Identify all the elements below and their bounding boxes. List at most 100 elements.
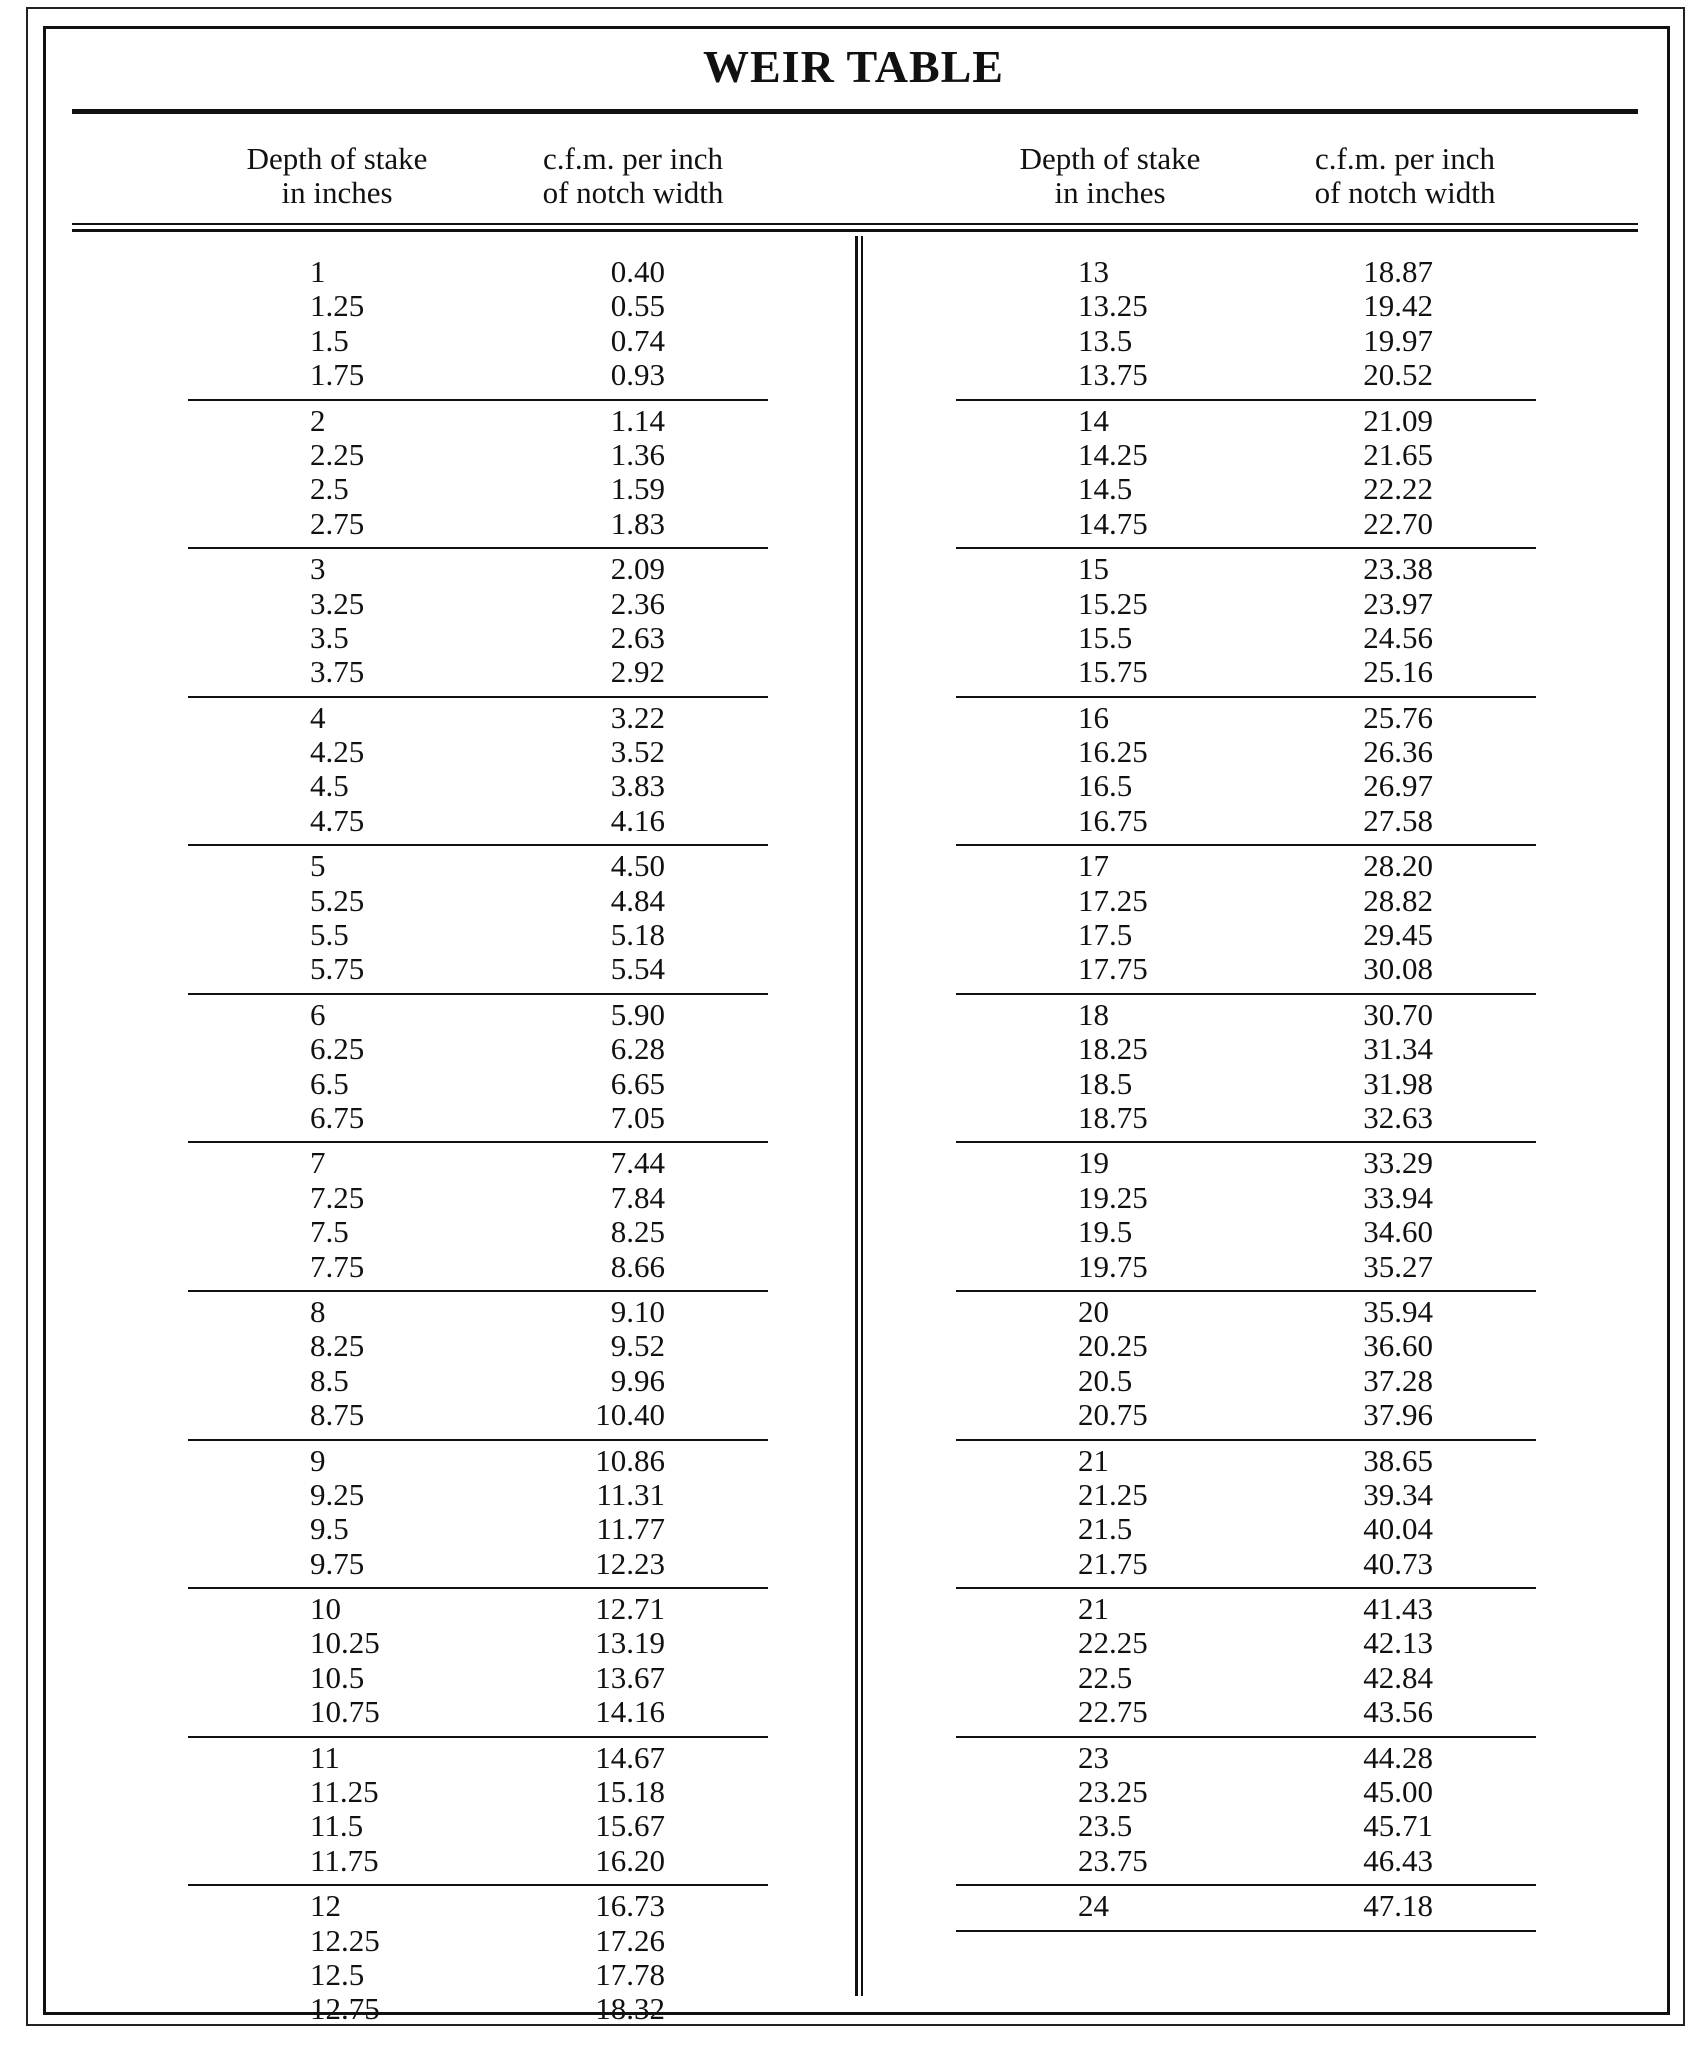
inner-border [43, 26, 1670, 2015]
depth-cell: 24 [1078, 1888, 1109, 1924]
depth-cell: 9 [310, 1442, 326, 1478]
table-row: 17.5 29.45 [956, 917, 1536, 953]
cfm-cell: 11.31 [596, 1476, 665, 1512]
depth-cell: 4.25 [310, 734, 365, 770]
cfm-cell: 42.84 [1363, 1659, 1433, 1695]
depth-cell: 9.75 [310, 1545, 365, 1581]
cfm-cell: 1.59 [610, 471, 665, 507]
outer-border [26, 7, 1685, 2026]
cfm-cell: 19.42 [1363, 288, 1433, 324]
table-row: 11.75 16.20 [188, 1842, 768, 1878]
table-row: 8.75 10.40 [188, 1397, 768, 1432]
depth-cell: 23.5 [1078, 1808, 1133, 1844]
depth-cell: 8.5 [310, 1362, 349, 1398]
depth-cell: 11.75 [310, 1842, 379, 1878]
table-group: 23 44.28 23.25 45.00 23.5 45.71 23.75 46.43 [956, 1739, 1536, 1887]
depth-cell: 2.5 [310, 471, 349, 507]
table-row: 1.5 0.74 [188, 322, 768, 358]
table-group: 18 30.70 18.25 31.34 18.5 31.98 18.75 32.63 [956, 996, 1536, 1144]
depth-cell: 12.5 [310, 1956, 365, 1992]
depth-cell: 17 [1078, 848, 1109, 884]
depth-cell: 3.75 [310, 654, 365, 690]
cfm-cell: 46.43 [1363, 1842, 1433, 1878]
table-row: 2.75 1.83 [188, 505, 768, 541]
table-row: 16.5 26.97 [956, 769, 1536, 804]
table-group: 21 38.65 21.25 39.34 21.5 40.04 21.75 40.73 [956, 1443, 1536, 1590]
table-row: 1.75 0.93 [188, 357, 768, 392]
table-row: 24 47.18 [956, 1888, 1536, 1924]
cfm-cell: 9.52 [610, 1328, 665, 1364]
depth-cell: 18.75 [1078, 1099, 1148, 1135]
table-row: 22.75 43.56 [956, 1694, 1536, 1730]
depth-cell: 2 [310, 402, 326, 438]
depth-cell: 10.25 [310, 1625, 380, 1661]
cfm-cell: 14.16 [595, 1694, 665, 1730]
cfm-cell: 43.56 [1363, 1694, 1433, 1730]
cfm-cell: 5.18 [610, 917, 665, 953]
cfm-cell: 1.83 [610, 505, 665, 541]
cfm-cell: 1.36 [610, 436, 665, 472]
depth-cell: 1.5 [310, 322, 349, 358]
depth-cell: 14.75 [1078, 505, 1148, 541]
depth-cell: 3.25 [310, 585, 365, 621]
table-row: 6 5.90 [188, 996, 768, 1032]
table-row: 19.25 33.94 [956, 1180, 1536, 1215]
table-row: 2.5 1.59 [188, 471, 768, 507]
cfm-cell: 3.22 [610, 699, 665, 735]
table-row: 2.25 1.36 [188, 436, 768, 472]
cfm-cell: 29.45 [1363, 917, 1433, 953]
depth-cell: 6 [310, 996, 326, 1032]
depth-cell: 11.5 [310, 1808, 364, 1844]
table-row: 15.5 24.56 [956, 619, 1536, 655]
depth-cell: 1.25 [310, 288, 365, 324]
table-row: 19 33.29 [956, 1145, 1536, 1181]
header-cfm-right: c.f.m. per inch of notch width [1314, 141, 1496, 210]
table-row: 20.75 37.96 [956, 1397, 1536, 1433]
table-row: 13.75 20.52 [956, 357, 1536, 392]
cfm-cell: 24.56 [1363, 619, 1433, 655]
depth-cell: 14.5 [1078, 471, 1133, 507]
table-row: 18 30.70 [956, 996, 1536, 1032]
table-row: 21.5 40.04 [956, 1511, 1536, 1546]
table-row: 11.25 15.18 [188, 1774, 768, 1809]
cfm-cell: 44.28 [1363, 1739, 1433, 1775]
table-row: 12.5 17.78 [188, 1956, 768, 1992]
cfm-cell: 27.58 [1363, 802, 1433, 838]
cfm-cell: 36.60 [1363, 1328, 1433, 1364]
table-row: 11 14.67 [188, 1740, 768, 1775]
cfm-cell: 11.77 [596, 1511, 665, 1547]
table-row: 10.25 13.19 [188, 1625, 768, 1661]
table-row: 17.25 28.82 [956, 883, 1536, 918]
table-group: 15 23.38 15.25 23.97 15.5 24.56 15.75 25.16 [956, 551, 1536, 698]
cfm-cell: 18.32 [595, 1991, 665, 2027]
table-row: 14.75 22.70 [956, 505, 1536, 541]
cfm-cell: 40.73 [1363, 1545, 1433, 1581]
table-row: 9.5 11.77 [188, 1511, 768, 1547]
table-group: 10 12.71 10.25 13.19 10.5 13.67 10.75 14.16 [188, 1591, 768, 1738]
depth-cell: 21.75 [1078, 1545, 1148, 1581]
depth-cell: 2.75 [310, 505, 365, 541]
table-group: 8 9.10 8.25 9.52 8.5 9.96 8.75 10.40 [188, 1294, 768, 1441]
depth-cell: 22.25 [1078, 1625, 1148, 1661]
table-row: 12.25 17.26 [188, 1923, 768, 1958]
depth-cell: 14.25 [1078, 436, 1148, 472]
depth-cell: 18 [1078, 996, 1109, 1032]
column-divider-b [861, 236, 863, 1996]
table-row: 8 9.10 [188, 1294, 768, 1329]
depth-cell: 7.75 [310, 1248, 365, 1284]
table-group: 24 47.18 [956, 1888, 1536, 1932]
cfm-cell: 18.87 [1363, 254, 1433, 289]
depth-cell: 8.25 [310, 1328, 365, 1364]
depth-cell: 13.5 [1078, 322, 1133, 358]
cfm-cell: 15.67 [595, 1808, 665, 1844]
depth-cell: 20.75 [1078, 1397, 1148, 1433]
depth-cell: 16.25 [1078, 734, 1148, 770]
depth-cell: 15 [1078, 551, 1109, 587]
cfm-cell: 0.55 [610, 288, 665, 324]
cfm-cell: 16.73 [595, 1888, 665, 1924]
table-row: 18.25 31.34 [956, 1031, 1536, 1066]
column-divider-a [855, 236, 858, 1996]
cfm-cell: 33.29 [1363, 1145, 1433, 1181]
depth-cell: 5 [310, 848, 326, 884]
table-row: 22.5 42.84 [956, 1659, 1536, 1695]
